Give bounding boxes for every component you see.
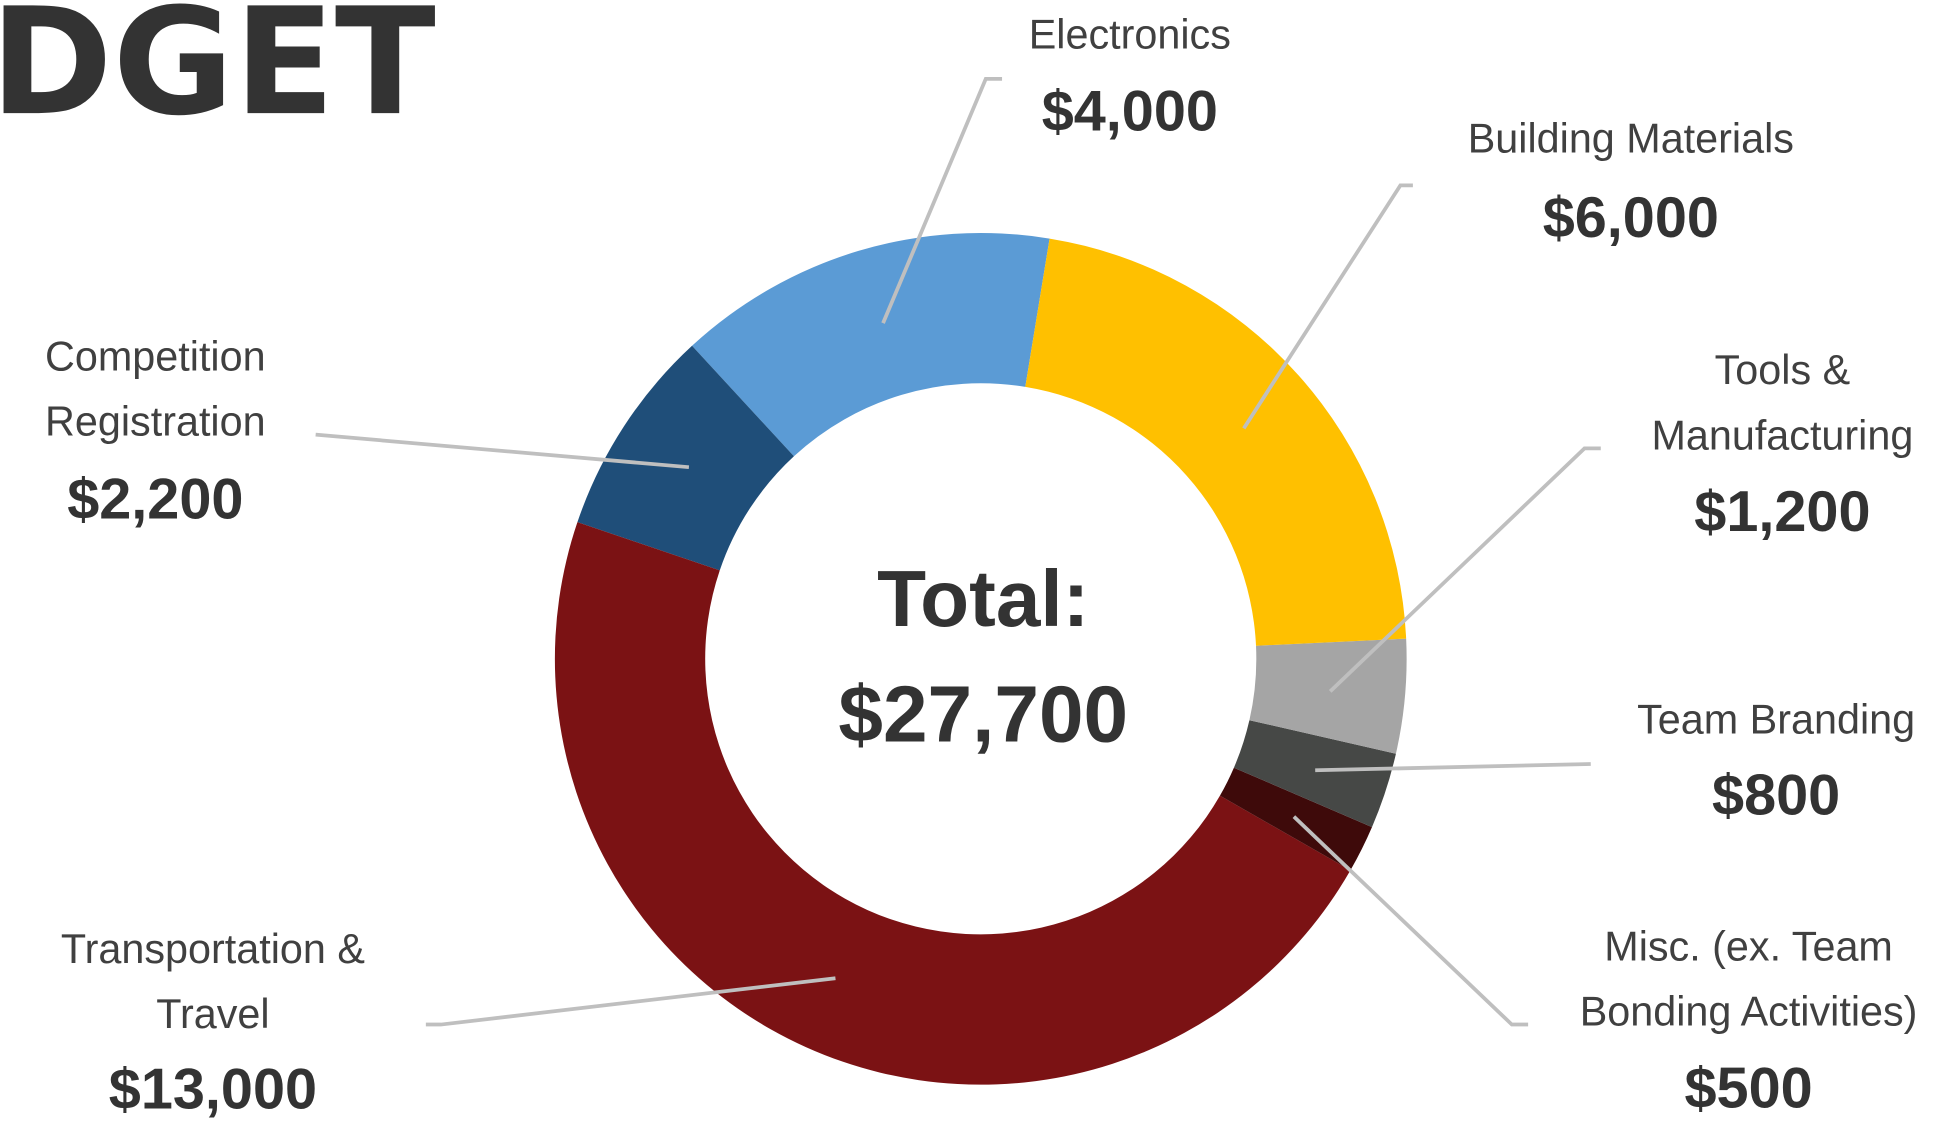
leader-line [1328, 446, 1601, 693]
category-label: Manufacturing [1651, 412, 1913, 458]
category-label: Transportation & [61, 926, 365, 972]
value-label: $2,200 [67, 468, 243, 532]
category-label: Bonding Activities) [1580, 988, 1918, 1034]
leader-line [1292, 815, 1529, 1027]
donut-segment [577, 345, 794, 571]
donut-segment [1249, 638, 1407, 754]
chart-title: DGET [0, 0, 436, 148]
donut-segment [1233, 720, 1396, 828]
category-label: Electronics [1029, 11, 1231, 57]
donut-segment [692, 232, 1050, 457]
leader-line [1315, 762, 1591, 773]
category-label: Competition [45, 333, 266, 379]
category-label: Travel [156, 991, 269, 1037]
leader-line [425, 976, 836, 1027]
category-label: Misc. (ex. Team [1604, 923, 1893, 969]
total-value: $27,700 [838, 668, 1128, 758]
category-label: Tools & [1715, 347, 1851, 393]
category-label: Team Branding [1637, 697, 1915, 743]
donut-segment [1025, 238, 1407, 646]
value-label: $800 [1712, 763, 1840, 827]
value-label: $4,000 [1042, 79, 1218, 143]
donut-segment [554, 522, 1351, 1085]
leader-line [315, 432, 690, 470]
category-label: Building Materials [1468, 115, 1794, 161]
value-label: $6,000 [1543, 186, 1719, 250]
leader-line [1242, 183, 1413, 430]
leader-line [881, 77, 1003, 324]
value-label: $13,000 [109, 1058, 317, 1121]
value-label: $500 [1684, 1056, 1812, 1120]
category-label: Registration [45, 399, 266, 445]
total-label: Total: [877, 553, 1089, 643]
value-label: $1,200 [1694, 480, 1870, 544]
leaders [315, 77, 1601, 1027]
